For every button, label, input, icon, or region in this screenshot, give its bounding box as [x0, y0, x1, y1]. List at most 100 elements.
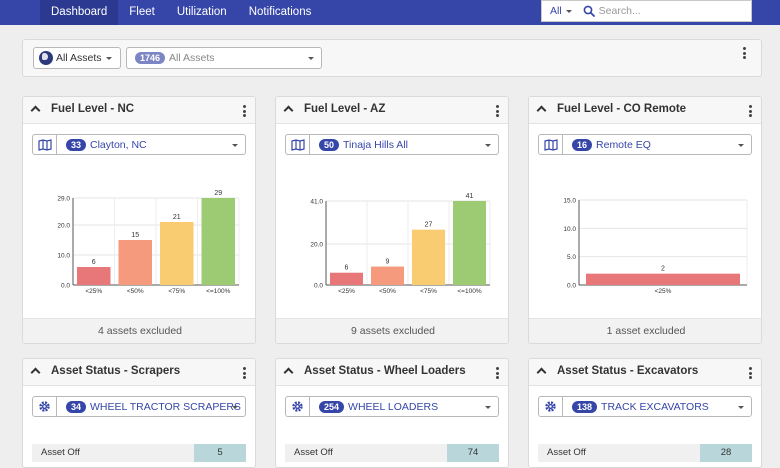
panel-header: Fuel Level - NC — [23, 97, 255, 124]
x-tick-label: <75% — [168, 288, 185, 295]
filter-bar: All Assets 1746 All Assets — [22, 39, 762, 77]
chevron-down-icon — [105, 56, 112, 60]
panel-menu-icon[interactable] — [243, 367, 247, 379]
panel-footer: 1 asset excluded — [529, 318, 761, 343]
chart-bar[interactable] — [201, 198, 236, 285]
chart-bar[interactable] — [77, 267, 111, 285]
nav-notifications[interactable]: Notifications — [248, 6, 312, 18]
y-tick-label: 0.0 — [314, 283, 323, 290]
asset-count-badge: 1746 — [135, 52, 166, 64]
location-select[interactable]: 33 Clayton, NC — [32, 134, 246, 155]
fuel-panel-nc: Fuel Level - NC 33 Clayton, NC 0.0 10.0 20… — [22, 96, 256, 344]
top-navbar: Dashboard Fleet Utilization Notification… — [0, 0, 780, 25]
bar-value-label: 27 — [425, 222, 433, 229]
chart-bar[interactable] — [330, 272, 363, 285]
x-tick-label: <25% — [85, 288, 102, 295]
chevron-down-icon — [565, 9, 572, 13]
location-label: Clayton, NC — [90, 138, 147, 151]
y-tick-label: 15.0 — [563, 198, 576, 205]
y-tick-label: 0.0 — [567, 283, 576, 290]
location-count-badge: 33 — [66, 138, 87, 151]
category-select[interactable]: 34 WHEEL TRACTOR SCRAPERS — [32, 396, 246, 417]
chevron-down-icon — [738, 144, 744, 147]
gear-icon — [539, 397, 563, 416]
panel-title: Fuel Level - AZ — [304, 103, 386, 115]
chart-bar[interactable] — [160, 222, 194, 285]
status-value: 5 — [194, 444, 246, 462]
chart-bar[interactable] — [412, 229, 445, 285]
asset-group-select[interactable]: 1746 All Assets — [126, 47, 322, 69]
chevron-up-icon[interactable] — [536, 367, 547, 378]
chart-bar[interactable] — [586, 273, 740, 285]
chevron-up-icon[interactable] — [30, 367, 41, 378]
asset-scope-button[interactable]: All Assets — [33, 47, 121, 69]
chart-bar[interactable] — [118, 240, 153, 285]
panel-title: Fuel Level - CO Remote — [557, 103, 687, 115]
location-count-badge: 50 — [319, 138, 340, 151]
chevron-down-icon — [308, 57, 314, 60]
status-panel-excavators: Asset Status - Excavators 138 TRACK EXCA… — [528, 358, 762, 468]
search-icon[interactable] — [583, 5, 595, 17]
status-label: Asset Off — [32, 444, 194, 462]
status-value: 74 — [447, 444, 499, 462]
bar-value-label: 6 — [92, 259, 96, 266]
panel-title: Asset Status - Scrapers — [51, 365, 181, 377]
nav-fleet[interactable]: Fleet — [129, 6, 155, 18]
y-tick-label: 20.0 — [310, 242, 323, 249]
panel-menu-icon[interactable] — [496, 367, 500, 379]
panel-footer: 4 assets excluded — [23, 318, 255, 343]
nav-dashboard[interactable]: Dashboard — [40, 0, 119, 25]
search-scope-label: All — [550, 5, 562, 17]
y-tick-label: 10.0 — [563, 226, 576, 233]
chevron-up-icon[interactable] — [283, 105, 294, 116]
panel-header: Asset Status - Excavators — [529, 359, 761, 386]
category-label: WHEEL LOADERS — [348, 400, 439, 413]
chevron-down-icon — [232, 406, 238, 409]
map-icon — [286, 135, 310, 154]
status-label: Asset Off — [538, 444, 700, 462]
search-scope-dropdown[interactable]: All — [542, 5, 579, 17]
location-select[interactable]: 16 Remote EQ — [538, 134, 752, 155]
location-label: Tinaja Hills All — [343, 138, 408, 151]
nav-utilization[interactable]: Utilization — [176, 6, 227, 18]
table-row[interactable]: Asset Off 5 — [32, 444, 246, 462]
fuel-chart-az: 0.0 20.0 41.0 6 <25% 9 <50% 27 <75% 41 <=100% — [310, 193, 491, 295]
chevron-up-icon[interactable] — [536, 105, 547, 116]
x-tick-label: <25% — [338, 288, 355, 295]
bar-value-label: 2 — [661, 266, 665, 273]
chevron-up-icon[interactable] — [283, 367, 294, 378]
category-select[interactable]: 254 WHEEL LOADERS — [285, 396, 499, 417]
bar-value-label: 9 — [386, 259, 390, 266]
panel-header: Fuel Level - CO Remote — [529, 97, 761, 124]
panel-menu-icon[interactable] — [243, 105, 247, 117]
panel-header: Fuel Level - AZ — [276, 97, 508, 124]
panel-title: Asset Status - Excavators — [557, 365, 699, 377]
panel-header: Asset Status - Wheel Loaders — [276, 359, 508, 386]
location-label: Remote EQ — [596, 138, 651, 151]
search-input[interactable] — [598, 5, 749, 17]
map-icon — [33, 135, 57, 154]
status-value: 28 — [700, 444, 752, 462]
status-label: Asset Off — [285, 444, 447, 462]
status-panel-scrapers: Asset Status - Scrapers 34 WHEEL TRACTOR… — [22, 358, 256, 468]
chevron-up-icon[interactable] — [30, 105, 41, 116]
fuel-chart-nc: 0.0 10.0 20.0 29.0 6 <25% 15 <50% 21 <75% 29 <=100% — [57, 190, 240, 295]
category-select[interactable]: 138 TRACK EXCAVATORS — [538, 396, 752, 417]
panel-title: Fuel Level - NC — [51, 103, 135, 115]
table-row[interactable]: Asset Off 28 — [538, 444, 752, 462]
asset-group-label: All Assets — [169, 52, 215, 64]
panel-menu-icon[interactable] — [496, 105, 500, 117]
table-row[interactable]: Asset Off 74 — [285, 444, 499, 462]
chevron-down-icon — [738, 406, 744, 409]
panel-header: Asset Status - Scrapers — [23, 359, 255, 386]
location-select[interactable]: 50 Tinaja Hills All — [285, 134, 499, 155]
panel-menu-icon[interactable] — [749, 367, 753, 379]
panel-menu-icon[interactable] — [749, 105, 753, 117]
chevron-down-icon — [485, 144, 491, 147]
category-label: TRACK EXCAVATORS — [601, 400, 709, 413]
chart-bar[interactable] — [453, 201, 486, 285]
panel-footer: 9 assets excluded — [276, 318, 508, 343]
chart-bar[interactable] — [371, 266, 404, 285]
filter-menu-icon[interactable] — [743, 47, 747, 59]
x-tick-label: <=100% — [206, 288, 230, 295]
